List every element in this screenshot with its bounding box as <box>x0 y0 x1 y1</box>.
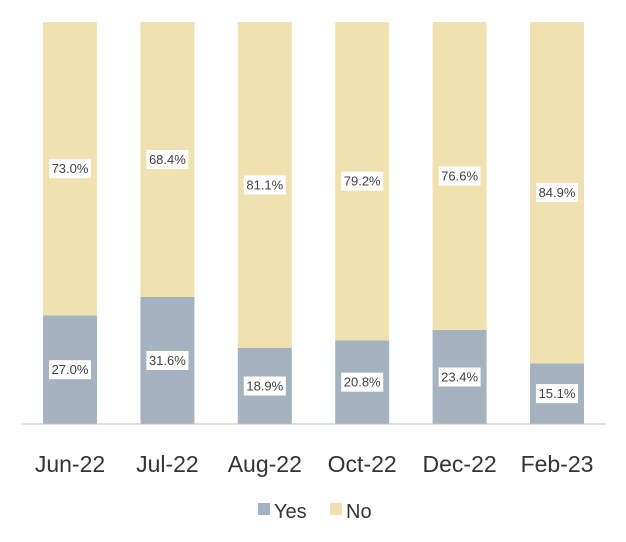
x-tick-aug-22: Aug-22 <box>228 451 302 477</box>
data-label: 23.4% <box>441 370 478 385</box>
data-label-box <box>341 171 384 191</box>
x-tick-jun-22: Jun-22 <box>35 451 105 477</box>
data-label-box <box>146 150 189 169</box>
bar-jul-22-no-label: 68.4% <box>146 150 189 169</box>
bar-jun-22-no-label: 73.0% <box>49 159 91 179</box>
bar-dec-22-yes-label: 23.4% <box>438 367 481 387</box>
data-label: 15.1% <box>539 386 576 401</box>
bar-feb-23-yes-label: 15.1% <box>536 384 578 404</box>
data-label: 20.8% <box>344 375 381 390</box>
data-label: 27.0% <box>52 362 89 377</box>
x-tick-oct-22: Oct-22 <box>328 451 397 477</box>
data-label: 79.2% <box>344 174 381 189</box>
legend-swatch-no <box>330 503 342 515</box>
data-labels-group: 27.0% 73.0% 31.6% 68.4% 18.9% 81.1% 20.8% 79.2%… <box>49 150 578 404</box>
x-axis-tick-labels: Jun-22 Jul-22 Aug-22 Oct-22 Dec-22 Feb-23 <box>35 451 594 477</box>
data-label: 18.9% <box>246 379 283 394</box>
bar-aug-22-yes-label: 18.9% <box>243 376 286 396</box>
x-tick-dec-22: Dec-22 <box>423 451 497 477</box>
data-label-box <box>49 360 91 380</box>
data-label-box <box>536 183 578 203</box>
data-label-box <box>146 351 189 370</box>
data-label-box <box>536 384 578 404</box>
data-label: 73.0% <box>52 161 89 176</box>
data-label: 68.4% <box>149 152 186 167</box>
bar-dec-22-no-label: 76.6% <box>438 166 481 186</box>
data-label-box <box>243 376 286 396</box>
legend-label-no: No <box>346 501 372 523</box>
bars-group <box>43 22 584 424</box>
bar-feb-23-no-label: 84.9% <box>536 183 578 203</box>
data-label: 81.1% <box>246 178 283 193</box>
data-label-box <box>49 159 91 179</box>
data-label: 84.9% <box>539 185 576 200</box>
data-label-box <box>243 175 286 195</box>
bar-oct-22-no-label: 79.2% <box>341 171 384 191</box>
legend-label-yes: Yes <box>274 501 307 523</box>
x-tick-feb-23: Feb-23 <box>521 451 594 477</box>
data-label-box <box>341 372 384 392</box>
x-tick-jul-22: Jul-22 <box>136 451 199 477</box>
bar-jul-22-yes-label: 31.6% <box>146 351 189 370</box>
bar-aug-22-no-label: 81.1% <box>243 175 286 195</box>
data-label-box <box>438 367 481 387</box>
bar-jun-22-yes-label: 27.0% <box>49 360 91 380</box>
data-label: 31.6% <box>149 353 186 368</box>
bar-oct-22-yes-label: 20.8% <box>341 372 384 392</box>
data-label: 76.6% <box>441 169 478 184</box>
legend: Yes No <box>258 501 372 523</box>
legend-swatch-yes <box>258 503 270 515</box>
data-label-box <box>438 166 481 186</box>
